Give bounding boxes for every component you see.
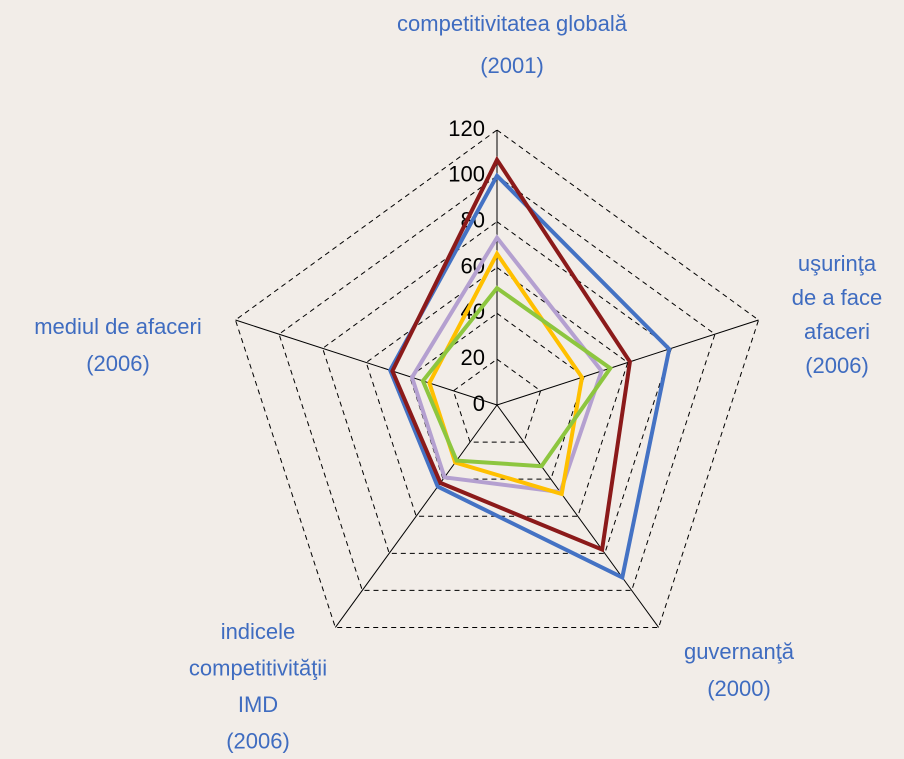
category-label: mediul de afaceri	[34, 314, 202, 339]
category-label: afaceri	[804, 319, 870, 344]
y-tick-label: 100	[448, 162, 485, 187]
axis-line	[235, 319, 498, 406]
category-label: competitivitatea globală	[397, 11, 628, 36]
category-label: (2000)	[707, 676, 771, 701]
category-label: competitivităţii	[189, 655, 327, 680]
category-label: (2006)	[86, 351, 150, 376]
category-label: (2006)	[226, 728, 290, 753]
axis-line	[496, 319, 759, 406]
axis-line	[334, 404, 498, 628]
category-label: uşurinţa	[798, 251, 877, 276]
y-tick-label: 120	[448, 116, 485, 141]
y-tick-label: 0	[473, 391, 485, 416]
category-label: guvernanţă	[684, 639, 795, 664]
category-label: IMD	[238, 692, 278, 717]
series-line	[427, 249, 585, 497]
y-tick-label: 20	[461, 345, 485, 370]
category-label: (2001)	[480, 53, 544, 78]
category-label: (2006)	[805, 353, 869, 378]
category-label: de a face	[792, 285, 883, 310]
series-line	[390, 155, 632, 553]
series-line	[420, 285, 614, 469]
axis-line	[496, 404, 660, 628]
category-label: indicele	[221, 619, 296, 644]
